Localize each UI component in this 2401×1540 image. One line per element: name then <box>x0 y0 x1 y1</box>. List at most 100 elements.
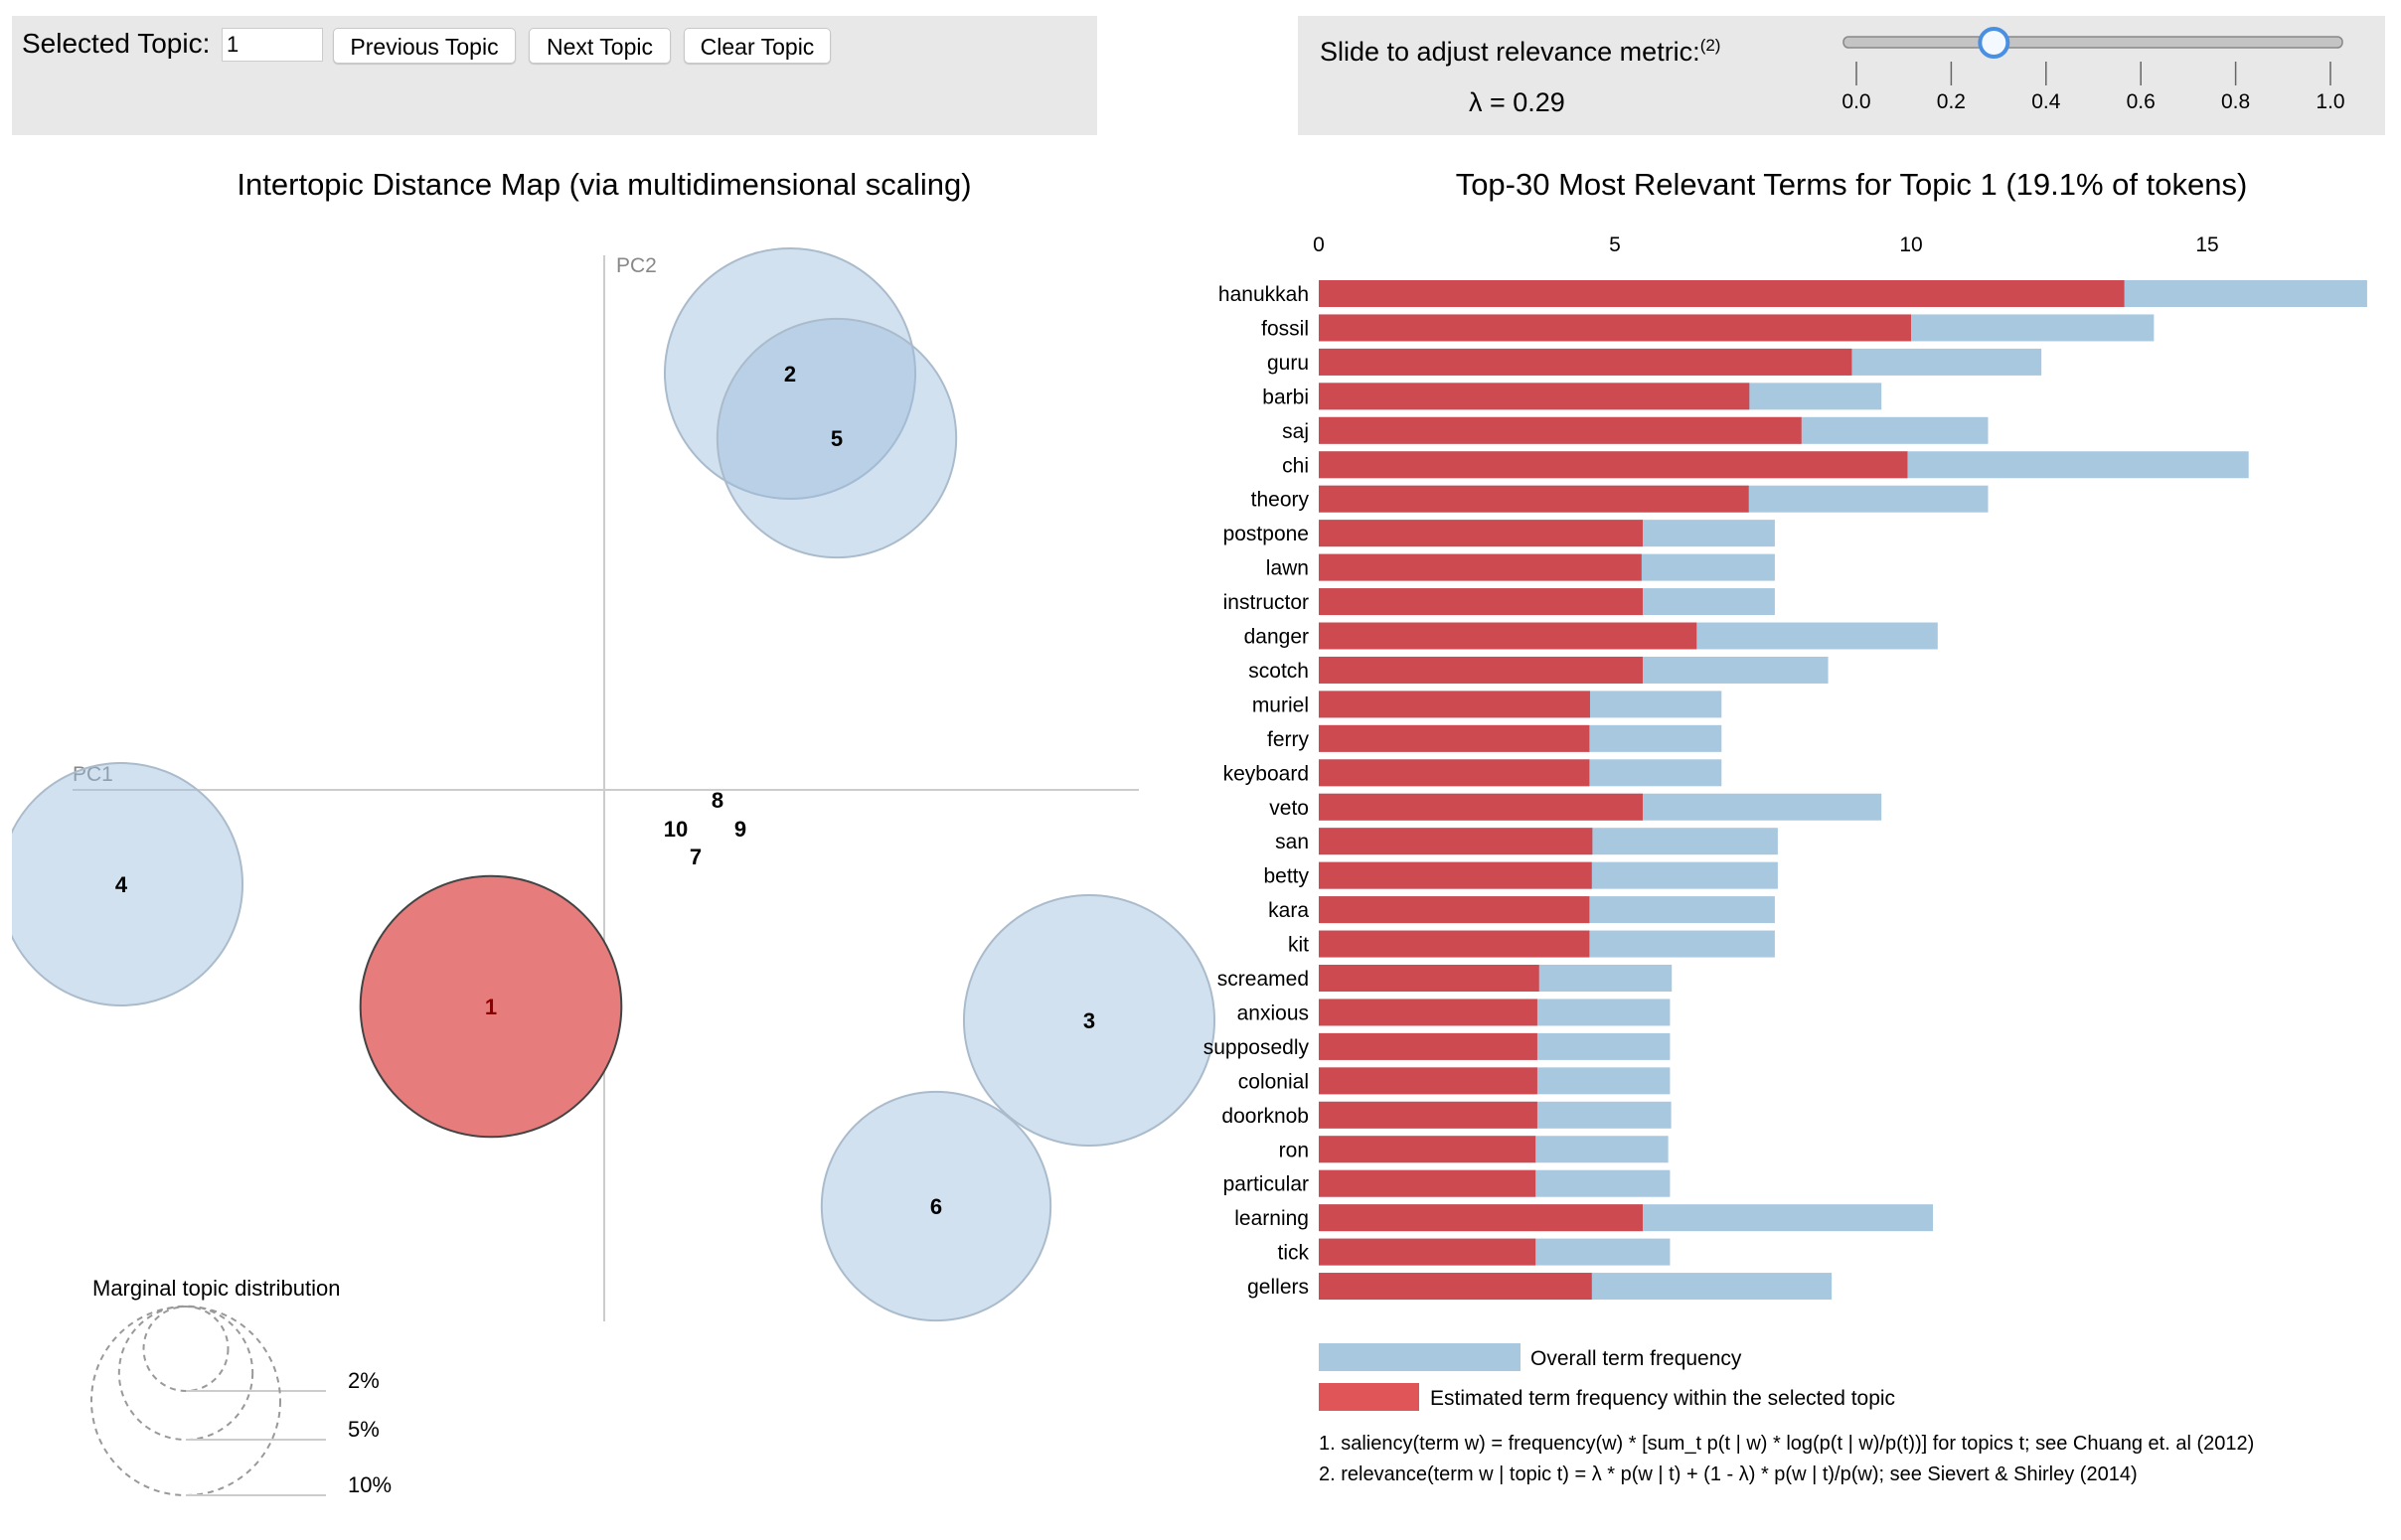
term-label[interactable]: colonial <box>1238 1070 1309 1093</box>
topic-frequency-bar[interactable] <box>1319 588 1644 616</box>
slider-footnote: (2) <box>1699 36 1721 55</box>
term-label[interactable]: barbi <box>1262 385 1309 408</box>
topic-frequency-bar[interactable] <box>1319 656 1644 684</box>
topic-label-4[interactable]: 4 <box>115 872 128 897</box>
topic-label-3[interactable]: 3 <box>1083 1008 1095 1033</box>
topic-circle-4[interactable] <box>0 762 243 1006</box>
term-label[interactable]: kit <box>1288 934 1309 957</box>
term-label[interactable]: tick <box>1278 1242 1310 1265</box>
term-label[interactable]: san <box>1275 831 1309 853</box>
term-label[interactable]: fossil <box>1261 317 1309 340</box>
term-label[interactable]: guru <box>1267 352 1309 375</box>
term-label[interactable]: chi <box>1282 454 1309 477</box>
term-label[interactable]: particular <box>1223 1173 1309 1196</box>
topic-frequency-bar[interactable] <box>1319 1067 1537 1095</box>
topic-frequency-bar[interactable] <box>1319 622 1697 650</box>
topic-label-10[interactable]: 10 <box>664 817 688 842</box>
term-label[interactable]: postpone <box>1223 523 1309 545</box>
topic-frequency-bar[interactable] <box>1319 1136 1536 1163</box>
topic-frequency-bar[interactable] <box>1319 896 1590 924</box>
term-label[interactable]: keyboard <box>1223 762 1309 785</box>
slider-tick-label: 0.8 <box>2221 90 2250 113</box>
term-label[interactable]: anxious <box>1237 1001 1309 1024</box>
term-label[interactable]: supposedly <box>1203 1036 1310 1059</box>
slider-thumb[interactable] <box>1978 27 2010 59</box>
selected-topic-label: Selected Topic: <box>22 28 211 59</box>
topic-label-5[interactable]: 5 <box>831 426 843 451</box>
slider-tick-label: 0.2 <box>1937 90 1966 113</box>
topic-frequency-bar[interactable] <box>1319 861 1592 889</box>
topic-frequency-bar[interactable] <box>1319 1238 1536 1266</box>
topic-frequency-bar[interactable] <box>1319 520 1644 547</box>
topic-frequency-bar[interactable] <box>1319 383 1750 410</box>
topic-frequency-bar[interactable] <box>1319 485 1749 513</box>
topic-circle-6[interactable] <box>820 1090 1052 1322</box>
slider-label: Slide to adjust relevance metric:(2) <box>1320 36 1720 68</box>
term-label[interactable]: muriel <box>1252 693 1309 716</box>
topic-label-8[interactable]: 8 <box>712 788 723 813</box>
topic-control-panel: Selected Topic: Previous Topic Next Topi… <box>12 16 1097 135</box>
topic-frequency-bar[interactable] <box>1319 553 1642 581</box>
topic-frequency-bar[interactable] <box>1319 314 1911 342</box>
topic-frequency-bar[interactable] <box>1319 828 1593 855</box>
term-label[interactable]: danger <box>1244 626 1309 649</box>
term-label[interactable]: doorknob <box>1221 1105 1309 1128</box>
topic-frequency-bar[interactable] <box>1319 724 1590 752</box>
term-label[interactable]: saj <box>1282 420 1309 443</box>
term-label[interactable]: betty <box>1263 865 1309 888</box>
topic-frequency-bar[interactable] <box>1319 999 1537 1026</box>
next-topic-button[interactable]: Next Topic <box>529 28 671 64</box>
topic-frequency-bar[interactable] <box>1319 451 1908 479</box>
term-label[interactable]: theory <box>1251 489 1310 512</box>
topic-frequency-bar[interactable] <box>1319 965 1539 992</box>
topic-circle-3[interactable] <box>962 893 1216 1148</box>
slider-track[interactable] <box>1842 36 2343 49</box>
term-label[interactable]: instructor <box>1223 591 1309 614</box>
term-label[interactable]: scotch <box>1248 660 1309 683</box>
legend-overall-label: Overall term frequency <box>1530 1347 1742 1370</box>
topic-frequency-bar[interactable] <box>1319 691 1590 718</box>
size-legend-label: 2% <box>348 1368 380 1393</box>
term-label[interactable]: kara <box>1268 899 1309 922</box>
topic-frequency-bar[interactable] <box>1319 348 1852 376</box>
topic-label-9[interactable]: 9 <box>734 817 746 842</box>
topic-frequency-bar[interactable] <box>1319 1101 1537 1129</box>
term-label[interactable]: ferry <box>1267 728 1310 751</box>
term-label[interactable]: gellers <box>1247 1276 1309 1299</box>
size-legend-label: 5% <box>348 1417 380 1442</box>
size-legend-circle <box>117 1305 254 1441</box>
topic-circle-2[interactable] <box>663 246 917 501</box>
topic-frequency-bar[interactable] <box>1319 1273 1592 1301</box>
term-label[interactable]: veto <box>1269 797 1309 820</box>
term-label[interactable]: learning <box>1234 1207 1309 1230</box>
term-label[interactable]: screamed <box>1217 968 1309 991</box>
topic-frequency-bar[interactable] <box>1319 793 1644 821</box>
clear-topic-button[interactable]: Clear Topic <box>684 28 831 64</box>
topic-frequency-bar[interactable] <box>1319 416 1802 444</box>
topic-label-7[interactable]: 7 <box>690 845 702 869</box>
relevance-slider[interactable]: 0.0 0.2 0.4 0.6 0.8 1.0 <box>1298 16 2385 135</box>
topic-label-6[interactable]: 6 <box>930 1194 942 1219</box>
topic-label-1[interactable]: 1 <box>485 995 497 1019</box>
topic-circle-5[interactable] <box>716 317 958 559</box>
selected-topic-input[interactable] <box>222 28 323 62</box>
x-tick-label: 5 <box>1609 233 1621 256</box>
legend-topic-swatch <box>1319 1383 1419 1411</box>
previous-topic-button[interactable]: Previous Topic <box>333 28 516 64</box>
term-label[interactable]: hanukkah <box>1218 283 1309 306</box>
topic-frequency-bar[interactable] <box>1319 1032 1537 1060</box>
legend-overall-swatch <box>1319 1343 1521 1371</box>
topic-frequency-bar[interactable] <box>1319 280 2125 307</box>
relevant-terms-chart: 0 5 10 15 hanukkah fossil guru barbi saj chi theor… <box>1203 233 2367 1485</box>
topic-circles <box>0 246 1216 1322</box>
term-label[interactable]: lawn <box>1266 557 1309 580</box>
topic-frequency-bar[interactable] <box>1319 1169 1536 1197</box>
topic-frequency-bar[interactable] <box>1319 1204 1644 1232</box>
term-label[interactable]: ron <box>1279 1139 1309 1161</box>
topic-circle-1[interactable] <box>359 874 623 1139</box>
topic-frequency-bar[interactable] <box>1319 759 1590 787</box>
topic-label-2[interactable]: 2 <box>784 362 796 386</box>
topic-frequency-bar[interactable] <box>1319 930 1590 958</box>
slider-tick-label: 0.6 <box>2127 90 2156 113</box>
